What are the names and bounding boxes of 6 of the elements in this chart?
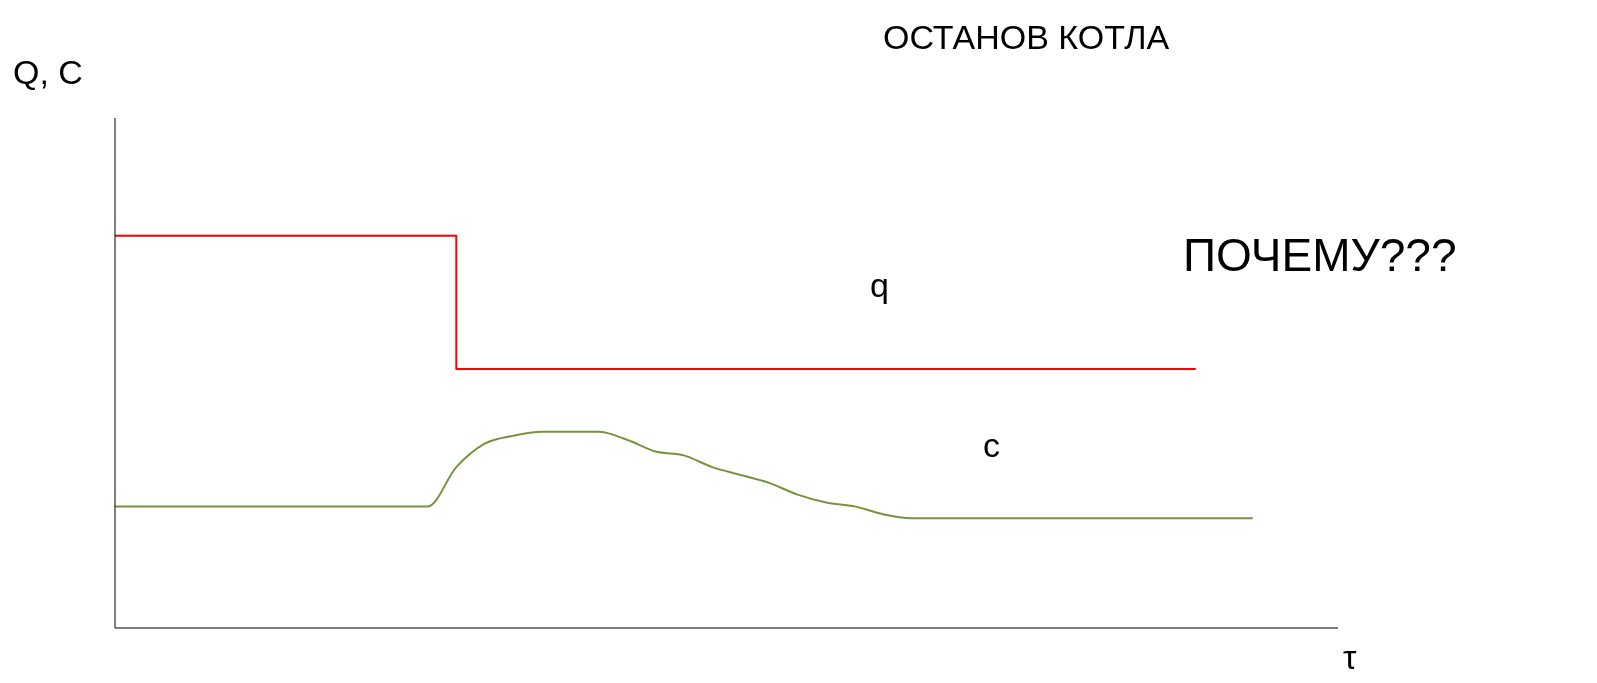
chart-title: ОСТАНОВ КОТЛА xyxy=(883,18,1170,56)
series-label: q xyxy=(870,266,889,304)
x-axis-title: τ xyxy=(1343,638,1357,676)
y-axis-title: Q, C xyxy=(13,53,83,91)
series-label: c xyxy=(983,426,1000,464)
annotation: ПОЧЕМУ??? xyxy=(1183,229,1457,281)
